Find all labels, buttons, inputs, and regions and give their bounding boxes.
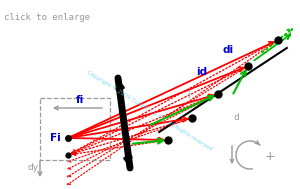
Text: i: i: [187, 91, 189, 101]
Text: Fi: Fi: [50, 133, 60, 143]
Text: +: +: [265, 150, 275, 163]
Text: di: di: [222, 45, 234, 55]
Text: id: id: [196, 67, 208, 77]
Text: click to enlarge: click to enlarge: [4, 13, 90, 22]
Text: Copyright © 2009 CLAVIS S.A.R.L. All Rights reserved: Copyright © 2009 CLAVIS S.A.R.L. All Rig…: [86, 69, 214, 151]
Text: dy: dy: [27, 163, 39, 173]
Text: d: d: [233, 114, 239, 122]
Text: fi: fi: [76, 95, 84, 105]
